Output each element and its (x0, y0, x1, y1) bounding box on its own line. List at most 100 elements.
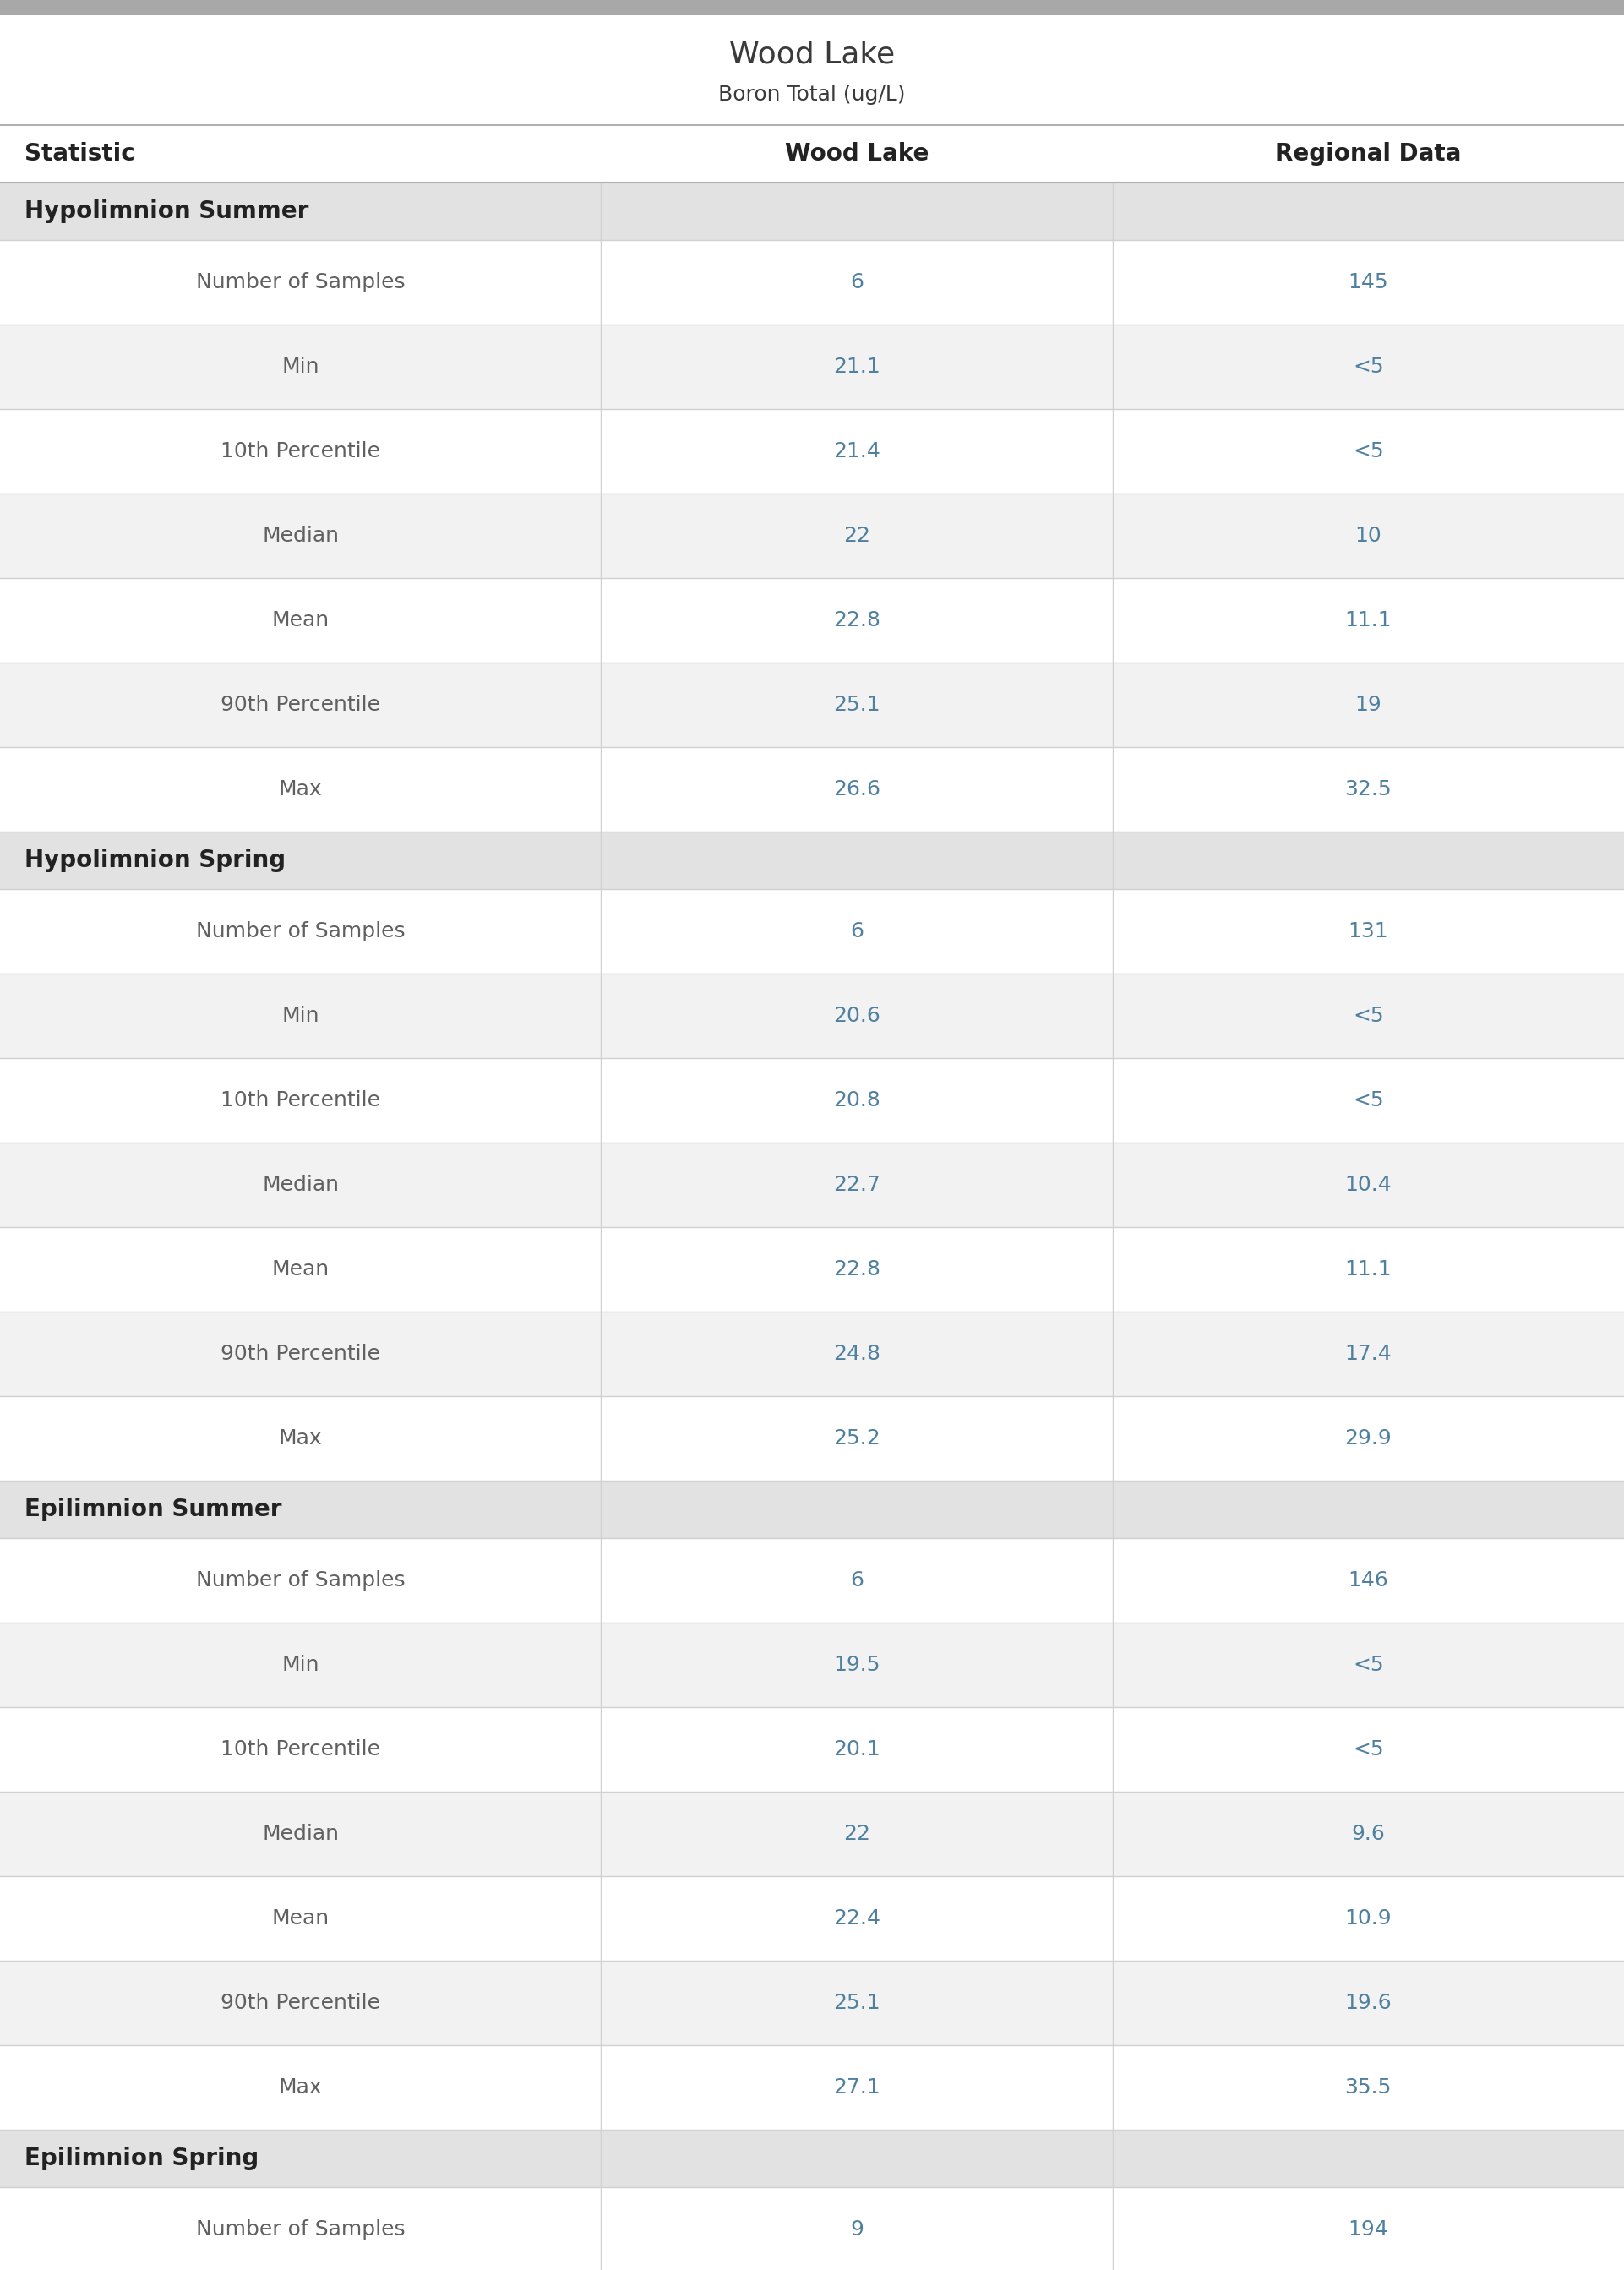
Text: 146: 146 (1348, 1571, 1389, 1591)
Text: Number of Samples: Number of Samples (197, 922, 404, 942)
Text: 6: 6 (849, 1571, 864, 1591)
Text: 90th Percentile: 90th Percentile (221, 1993, 380, 2013)
Text: <5: <5 (1353, 1090, 1384, 1110)
Text: <5: <5 (1353, 1739, 1384, 1759)
Text: <5: <5 (1353, 356, 1384, 377)
Text: 10th Percentile: 10th Percentile (221, 440, 380, 461)
Text: Hypolimnion Spring: Hypolimnion Spring (24, 849, 286, 872)
Text: 10.9: 10.9 (1345, 1909, 1392, 1930)
Text: 11.1: 11.1 (1345, 611, 1392, 631)
Bar (0, 1142, 1624, 1228)
Bar (0, 1877, 1624, 1961)
Text: Number of Samples: Number of Samples (197, 1571, 404, 1591)
Text: Number of Samples: Number of Samples (197, 2220, 404, 2240)
Text: Min: Min (281, 356, 320, 377)
Text: Median: Median (261, 527, 339, 547)
Bar (0, 579, 1624, 663)
Bar (0, 2188, 1624, 2270)
Bar (0, 1961, 1624, 2045)
Text: Median: Median (261, 1174, 339, 1194)
Text: <5: <5 (1353, 1006, 1384, 1026)
Text: <5: <5 (1353, 440, 1384, 461)
Text: 22.7: 22.7 (833, 1174, 880, 1194)
Text: 25.2: 25.2 (833, 1428, 880, 1448)
Text: 90th Percentile: 90th Percentile (221, 695, 380, 715)
Text: 19.5: 19.5 (833, 1655, 880, 1675)
Text: 25.1: 25.1 (833, 695, 880, 715)
Text: 22: 22 (843, 527, 870, 547)
Text: 22.8: 22.8 (833, 1260, 880, 1280)
Text: Max: Max (279, 779, 322, 799)
Text: 20.6: 20.6 (833, 1006, 880, 1026)
Text: Min: Min (281, 1006, 320, 1026)
Bar (0, 182, 1624, 241)
Text: 35.5: 35.5 (1345, 2077, 1392, 2097)
Bar (0, 493, 1624, 579)
Text: 20.1: 20.1 (833, 1739, 880, 1759)
Text: Wood Lake: Wood Lake (784, 143, 929, 166)
Text: Mean: Mean (271, 1909, 330, 1930)
Text: Max: Max (279, 2077, 322, 2097)
Text: Median: Median (261, 1823, 339, 1843)
Bar (0, 1396, 1624, 1480)
Bar (0, 2129, 1624, 2188)
Text: 22: 22 (843, 1823, 870, 1843)
Text: Mean: Mean (271, 1260, 330, 1280)
Text: 25.1: 25.1 (833, 1993, 880, 2013)
Text: 19.6: 19.6 (1345, 1993, 1392, 2013)
Text: 10th Percentile: 10th Percentile (221, 1090, 380, 1110)
Bar (0, 409, 1624, 493)
Text: 17.4: 17.4 (1345, 1344, 1392, 1364)
Bar (0, 16, 1624, 125)
Bar (0, 1480, 1624, 1539)
Text: Hypolimnion Summer: Hypolimnion Summer (24, 200, 309, 222)
Bar (0, 1623, 1624, 1707)
Bar (0, 1539, 1624, 1623)
Bar (0, 0, 1624, 16)
Bar (0, 1228, 1624, 1312)
Text: Epilimnion Spring: Epilimnion Spring (24, 2147, 258, 2170)
Bar (0, 325, 1624, 409)
Text: 32.5: 32.5 (1345, 779, 1392, 799)
Bar (0, 1707, 1624, 1791)
Text: 10: 10 (1354, 527, 1382, 547)
Text: 9.6: 9.6 (1351, 1823, 1385, 1843)
Bar (0, 1791, 1624, 1877)
Bar (0, 125, 1624, 182)
Bar (0, 747, 1624, 831)
Text: 10.4: 10.4 (1345, 1174, 1392, 1194)
Text: 10th Percentile: 10th Percentile (221, 1739, 380, 1759)
Bar (0, 1058, 1624, 1142)
Text: 22.8: 22.8 (833, 611, 880, 631)
Text: 11.1: 11.1 (1345, 1260, 1392, 1280)
Bar (0, 241, 1624, 325)
Text: 6: 6 (849, 922, 864, 942)
Text: 145: 145 (1348, 272, 1389, 293)
Text: 6: 6 (849, 272, 864, 293)
Text: 26.6: 26.6 (833, 779, 880, 799)
Text: 22.4: 22.4 (833, 1909, 880, 1930)
Bar (0, 1312, 1624, 1396)
Bar (0, 2045, 1624, 2129)
Bar (0, 974, 1624, 1058)
Text: Epilimnion Summer: Epilimnion Summer (24, 1498, 281, 1521)
Text: 27.1: 27.1 (833, 2077, 880, 2097)
Text: 21.4: 21.4 (833, 440, 880, 461)
Bar (0, 831, 1624, 890)
Bar (0, 663, 1624, 747)
Text: 21.1: 21.1 (833, 356, 880, 377)
Text: Regional Data: Regional Data (1275, 143, 1462, 166)
Text: Boron Total (ug/L): Boron Total (ug/L) (718, 84, 906, 104)
Text: Wood Lake: Wood Lake (729, 41, 895, 68)
Text: 29.9: 29.9 (1345, 1428, 1392, 1448)
Text: Mean: Mean (271, 611, 330, 631)
Text: 131: 131 (1348, 922, 1389, 942)
Text: Max: Max (279, 1428, 322, 1448)
Text: Number of Samples: Number of Samples (197, 272, 404, 293)
Text: 194: 194 (1348, 2220, 1389, 2240)
Text: 20.8: 20.8 (833, 1090, 880, 1110)
Text: 90th Percentile: 90th Percentile (221, 1344, 380, 1364)
Text: Min: Min (281, 1655, 320, 1675)
Text: 24.8: 24.8 (833, 1344, 880, 1364)
Text: 19: 19 (1354, 695, 1382, 715)
